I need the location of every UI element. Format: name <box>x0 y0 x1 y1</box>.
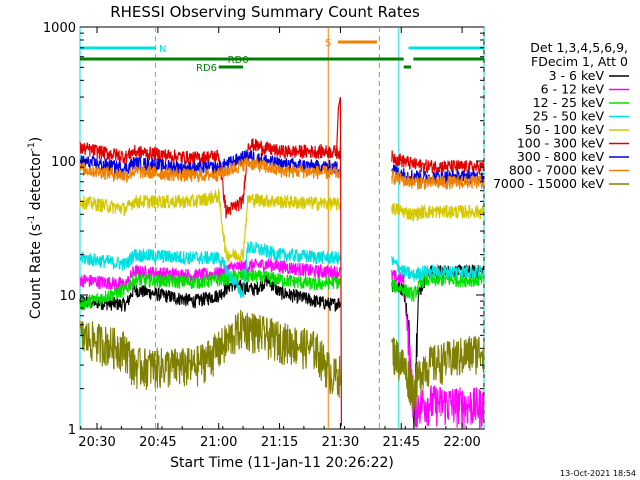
series-line-4 <box>79 241 485 299</box>
y-axis-label: Count Rate (s-1 detector-1) <box>27 137 44 319</box>
x-axis-ticks: 20:30 20:45 21:00 21:15 21:30 21:45 22:00 <box>78 27 481 450</box>
series-line-8 <box>79 156 485 190</box>
x-tick-label-2: 20:45 <box>139 435 176 450</box>
legend-label-1: 3 - 6 keV <box>549 68 605 83</box>
legend-label-8: 800 - 7000 keV <box>509 163 605 178</box>
x-tick-label-6: 21:45 <box>383 435 420 450</box>
legend-header-line-2: FDecim 1, Att 0 <box>531 54 628 69</box>
legend-label-7: 300 - 800 keV <box>517 149 605 164</box>
legend-label-6: 100 - 300 keV <box>517 136 605 151</box>
flare-spike <box>335 96 343 427</box>
y-axis-label-main: Count Rate (s <box>28 224 44 319</box>
y-axis-ticks: 1 10 100 1000 <box>43 21 484 438</box>
series-line-5 <box>79 188 485 264</box>
generated-timestamp: 13-Oct-2021 18:54 <box>560 469 636 478</box>
y-tick-label-1: 1 <box>68 423 76 438</box>
legend-header-line-1: Det 1,3,4,5,6,9, <box>530 40 628 55</box>
series-line-1 <box>79 264 485 430</box>
x-tick-label-4: 21:15 <box>261 435 298 450</box>
x-tick-label-5: 21:30 <box>322 435 359 450</box>
flag-label-rd0: RD0 <box>228 55 249 66</box>
legend-label-5: 50 - 100 keV <box>525 122 605 137</box>
y-axis-label-exponent: -1 <box>27 215 37 224</box>
x-tick-label-7: 22:00 <box>443 435 480 450</box>
legend-label-4: 25 - 50 keV <box>533 109 605 124</box>
flag-label-rd6: RD6 <box>196 63 217 74</box>
series-line-9 <box>79 309 485 411</box>
y-tick-label-2: 10 <box>59 289 76 304</box>
y-tick-label-3: 100 <box>51 155 76 170</box>
flag-label-s: S <box>325 38 331 49</box>
flag-label-n: N <box>159 44 166 55</box>
y-tick-label-4: 1000 <box>43 21 76 36</box>
state-flags: N S RD0 RD6 <box>80 38 484 74</box>
legend-label-9: 7000 - 15000 keV <box>493 176 604 191</box>
legend-label-2: 6 - 12 keV <box>541 82 605 97</box>
legend: Det 1,3,4,5,6,9, FDecim 1, Att 0 3 - 6 k… <box>493 40 629 191</box>
y-axis-label-close: ) <box>28 137 44 142</box>
legend-label-3: 12 - 25 keV <box>533 95 605 110</box>
x-tick-label-1: 20:30 <box>78 435 115 450</box>
y-axis-label-unit: detector <box>28 151 44 215</box>
y-axis-label-exponent-2: -1 <box>27 142 37 151</box>
x-axis-label: Start Time (11-Jan-11 20:26:22) <box>170 455 394 471</box>
chart-title: RHESSI Observing Summary Count Rates <box>110 3 420 21</box>
series-lines <box>79 96 485 430</box>
x-tick-label-3: 21:00 <box>200 435 237 450</box>
